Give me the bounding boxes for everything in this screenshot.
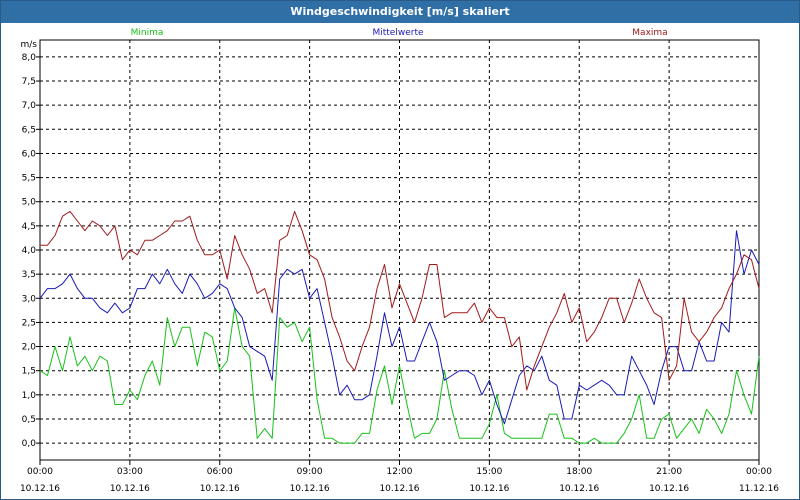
x-tick-time: 09:00 — [297, 467, 323, 477]
y-axis-label: m/s — [21, 40, 38, 50]
x-tick-date: 10.12.16 — [649, 484, 689, 494]
x-tick-time: 12:00 — [387, 467, 413, 477]
y-tick-label: 2,0 — [22, 343, 37, 353]
x-tick-date: 10.12.16 — [559, 484, 599, 494]
x-tick-time: 03:00 — [117, 467, 143, 477]
y-tick-label: 5,5 — [22, 174, 36, 184]
x-tick-time: 18:00 — [566, 467, 592, 477]
series-line-mittelwerte — [39, 230, 760, 425]
y-tick-label: 6,5 — [22, 125, 36, 135]
chart-area: 0,0 0,5 1,0 1,5 2,0 2,5 3,0 3,5 4,0 4,5 5,0 5,5 6,0 6… — [20, 28, 779, 494]
x-tick-date: 10.12.16 — [379, 484, 419, 494]
y-tick-label: 7,5 — [22, 77, 36, 87]
series-line-maxima — [40, 210, 760, 391]
y-tick-label: 3,0 — [22, 294, 37, 304]
y-tick-label: 7,0 — [22, 101, 37, 111]
x-tick-date: 10.12.16 — [290, 484, 330, 494]
x-tick-date: 10.12.16 — [110, 484, 150, 494]
plot-frame — [39, 39, 760, 461]
x-tick-time: 15:00 — [476, 467, 502, 477]
window-title: Windgeschwindigkeit [m/s] skaliert — [1, 1, 799, 23]
y-tick-label: 5,0 — [22, 198, 37, 208]
x-tick-date: 10.12.16 — [200, 484, 240, 494]
y-tick-label: 8,0 — [22, 53, 37, 63]
y-tick-label: 0,0 — [22, 439, 37, 449]
x-tick-time: 06:00 — [207, 467, 233, 477]
legend-minima: Minima — [131, 28, 164, 38]
y-tick-label: 6,0 — [22, 149, 37, 159]
series-line-minima — [39, 307, 760, 444]
y-tick-label: 4,0 — [22, 246, 37, 256]
legend-mittelwerte: Mittelwerte — [372, 28, 423, 38]
x-tick-time: 00:00 — [746, 467, 772, 477]
legend-maxima: Maxima — [632, 28, 667, 38]
y-tick-label: 4,5 — [22, 222, 36, 232]
y-tick-label: 3,5 — [22, 270, 36, 280]
x-tick-date: 11.12.16 — [739, 484, 779, 494]
x-tick-time: 21:00 — [656, 467, 682, 477]
y-tick-label: 1,0 — [22, 391, 37, 401]
y-tick-label: 0,5 — [22, 415, 36, 425]
x-tick-date: 10.12.16 — [469, 484, 509, 494]
x-tick-date: 10.12.16 — [20, 484, 60, 494]
y-tick-label: 1,5 — [22, 367, 36, 377]
y-tick-label: 2,5 — [22, 318, 36, 328]
x-tick-time: 00:00 — [27, 467, 53, 477]
axis-labels: 0,0 0,5 1,0 1,5 2,0 2,5 3,0 3,5 4,0 4,5 5,0 5,5 6,0 6… — [20, 40, 779, 494]
